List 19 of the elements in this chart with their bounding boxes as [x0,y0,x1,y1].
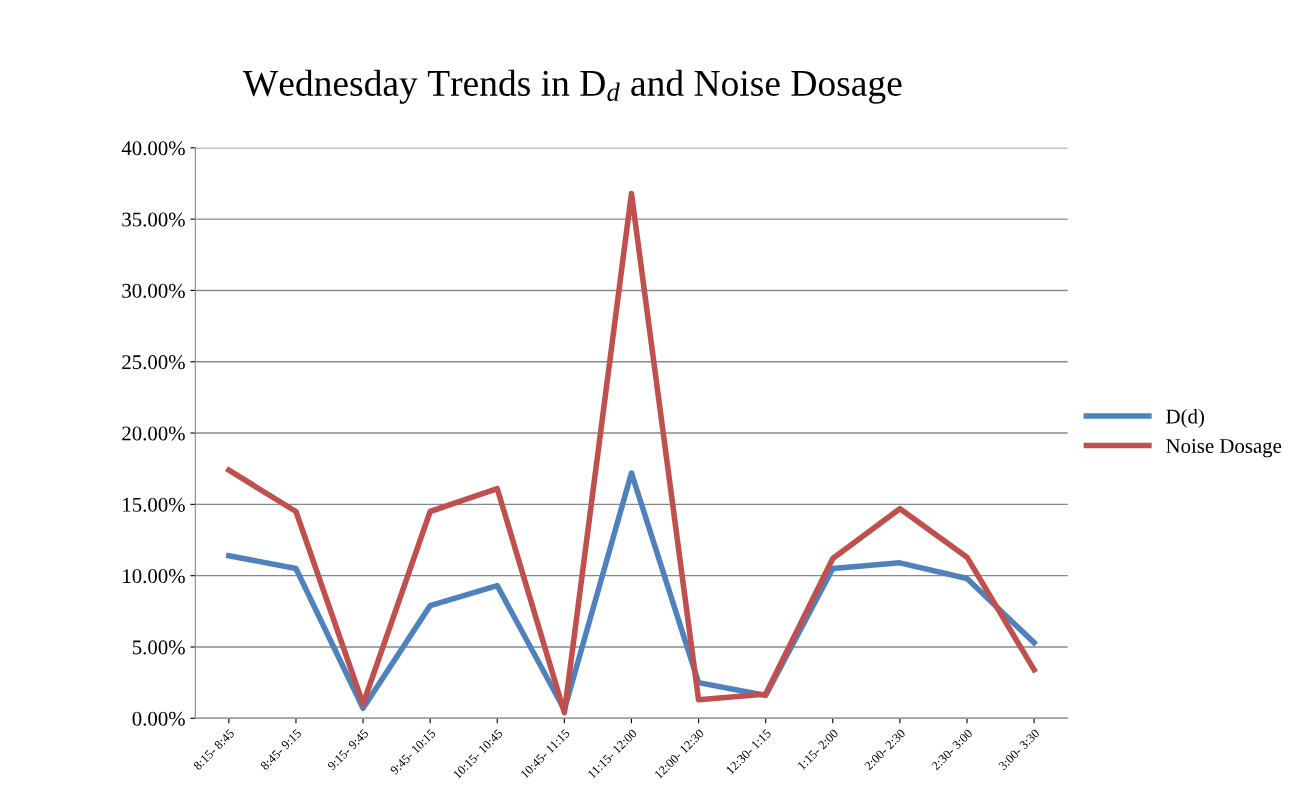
y-tick-label: 25.00% [122,355,185,370]
x-tick-label: 9:15- 9:45 [327,728,369,771]
y-tick-label: 5.00% [132,640,185,655]
y-tick-label: 20.00% [122,426,185,441]
y-tick-label: 10.00% [123,569,185,584]
x-tick-label: 2:00- 2:30 [863,728,906,771]
y-tick-label: 30.00% [122,283,185,298]
y-tick-label: 0.00% [132,711,185,726]
y-tick-label: 15.00% [123,497,185,512]
y-tick-label: 40.00% [121,141,185,156]
x-tick-label: 2:30- 3:00 [931,728,973,771]
legend-label: Noise Dosage [1166,439,1282,458]
x-tick-label: 8:45- 9:15 [259,728,302,771]
y-tick-label: 35.00% [122,212,185,227]
chart-title: Wednesday Trends in D$_{d}$ and Noise Dosage [242,69,902,104]
x-tick-label: 3:00- 3:30 [998,728,1041,771]
x-tick-label: 8:15- 8:45 [192,728,235,771]
x-tick-label: 1:15- 2:00 [797,728,839,771]
legend-label: D(d) [1166,408,1204,428]
